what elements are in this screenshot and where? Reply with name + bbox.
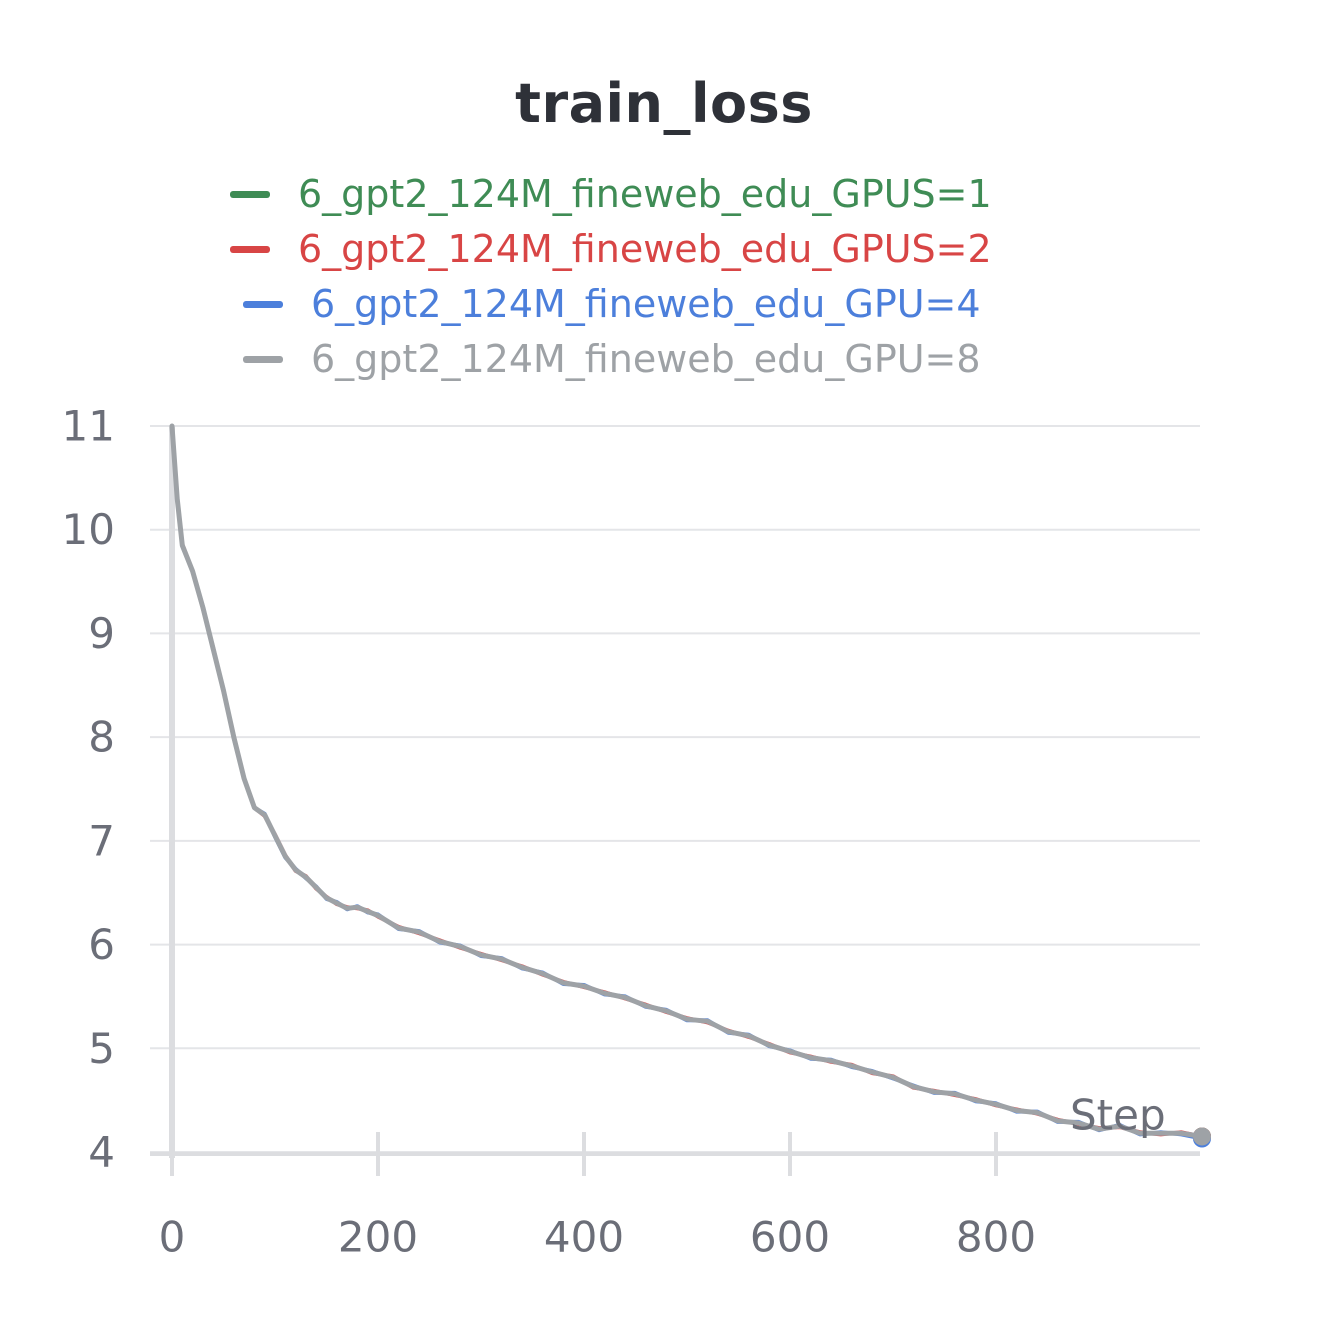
y-tick-label: 4 <box>88 1128 115 1177</box>
x-axis-label: Step <box>1070 1091 1166 1140</box>
legend-item-gpu-4[interactable]: 6_gpt2_124M_fineweb_edu_GPU=4 <box>243 278 981 330</box>
y-tick-label: 9 <box>88 609 115 658</box>
y-tick-label: 7 <box>88 816 115 865</box>
series-line-1 <box>170 424 1204 1139</box>
legend-label-gpu-8: 6_gpt2_124M_fineweb_edu_GPU=8 <box>311 337 981 381</box>
legend-label-gpus-2: 6_gpt2_124M_fineweb_edu_GPUS=2 <box>298 227 992 271</box>
legend-swatch-gpu-8 <box>243 355 283 363</box>
y-tick-label: 11 <box>62 402 115 451</box>
x-tick-label: 400 <box>544 1213 624 1262</box>
legend-swatch-gpu-4 <box>243 300 283 308</box>
x-tick-label: 800 <box>956 1213 1036 1262</box>
y-tick-label: 10 <box>62 505 115 554</box>
legend-label-gpus-1: 6_gpt2_124M_fineweb_edu_GPUS=1 <box>298 172 992 216</box>
y-tick-label: 6 <box>88 920 115 969</box>
y-tick-label: 8 <box>88 713 115 762</box>
legend-item-gpus-1[interactable]: 6_gpt2_124M_fineweb_edu_GPUS=1 <box>230 168 992 220</box>
legend-label-gpu-4: 6_gpt2_124M_fineweb_edu_GPU=4 <box>311 282 981 326</box>
series-line-4 <box>169 423 1205 1139</box>
legend-item-gpu-8[interactable]: 6_gpt2_124M_fineweb_edu_GPU=8 <box>243 333 981 385</box>
series-line-3 <box>170 424 1204 1141</box>
legend-swatch-gpus-1 <box>230 190 270 198</box>
series-end-point-4 <box>1193 1127 1211 1146</box>
x-tick-label: 600 <box>750 1213 830 1262</box>
legend-swatch-gpus-2 <box>230 245 270 253</box>
chart-title: train_loss <box>515 72 813 135</box>
legend-item-gpus-2[interactable]: 6_gpt2_124M_fineweb_edu_GPUS=2 <box>230 223 992 275</box>
x-tick-label: 0 <box>159 1213 186 1262</box>
x-tick-label: 200 <box>338 1213 418 1262</box>
series-line-2 <box>170 424 1204 1139</box>
y-tick-label: 5 <box>88 1024 115 1073</box>
